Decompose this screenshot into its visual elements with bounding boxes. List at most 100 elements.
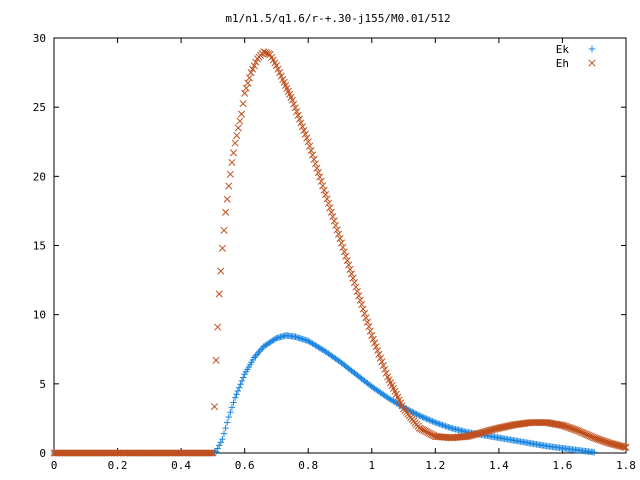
data-point [323, 195, 331, 203]
data-point [600, 437, 608, 445]
legend-label: Eh [556, 57, 569, 70]
data-point [378, 358, 386, 366]
data-point [613, 441, 621, 449]
data-point [612, 441, 620, 449]
data-point [557, 421, 565, 429]
data-point [387, 379, 395, 387]
data-point [236, 117, 244, 125]
data-point [298, 123, 306, 131]
data-point [369, 335, 377, 343]
data-point [324, 199, 332, 207]
data-point [569, 425, 577, 433]
data-point [234, 124, 242, 132]
data-point [366, 327, 374, 335]
data-point [603, 438, 611, 446]
data-point [329, 213, 337, 221]
y-tick-label: 10 [33, 309, 46, 322]
data-point [293, 108, 301, 116]
data-point [589, 433, 597, 441]
data-point [304, 138, 312, 146]
data-point [595, 435, 603, 443]
data-point [558, 421, 566, 429]
data-point [395, 396, 403, 404]
data-point [350, 279, 358, 287]
data-point [272, 62, 280, 70]
data-point [327, 208, 335, 216]
data-point [498, 423, 506, 432]
data-point [580, 429, 588, 437]
data-point [332, 221, 340, 229]
data-point [244, 79, 252, 87]
x-tick-label: 1.6 [553, 459, 573, 472]
data-point [567, 424, 575, 432]
data-point [335, 230, 343, 238]
data-point [353, 287, 361, 295]
data-point [309, 151, 317, 159]
data-point [210, 403, 219, 411]
data-point [264, 50, 273, 58]
data-point [501, 423, 509, 431]
data-point [571, 426, 579, 434]
data-point [291, 104, 299, 112]
data-point [252, 58, 260, 66]
x-tick-label: 0.6 [235, 459, 255, 472]
data-point [462, 432, 470, 441]
data-point [592, 434, 600, 442]
data-point [223, 195, 231, 203]
x-tick-label: 0.4 [171, 459, 191, 472]
data-point [365, 323, 373, 331]
data-point [250, 62, 258, 70]
data-point [220, 226, 228, 234]
data-point [384, 373, 392, 381]
data-point [274, 65, 282, 73]
y-tick-label: 25 [33, 101, 46, 114]
data-point [584, 431, 592, 439]
data-point [222, 208, 230, 216]
data-point [388, 382, 396, 390]
x-tick-label: 1.2 [425, 459, 445, 472]
data-point [352, 283, 360, 291]
data-point [361, 309, 369, 317]
data-point [556, 421, 564, 429]
data-point [288, 96, 296, 104]
data-point [241, 89, 249, 97]
data-point [509, 421, 517, 429]
y-tick-label: 20 [33, 170, 46, 183]
chart-title: m1/n1.5/q1.6/r-+.30-j155/M0.01/512 [225, 12, 450, 25]
data-point [300, 126, 308, 134]
y-tick-label: 5 [39, 378, 46, 391]
data-point [218, 244, 226, 252]
data-point [279, 75, 287, 84]
plot-frame [53, 37, 627, 454]
data-point [376, 354, 384, 362]
data-point [574, 427, 582, 435]
x-tick-label: 0.8 [298, 459, 318, 472]
data-point [382, 369, 390, 377]
data-point [268, 53, 276, 61]
y-tick-label: 30 [33, 32, 46, 45]
data-point [570, 425, 578, 433]
data-point [381, 365, 389, 373]
data-point [398, 402, 406, 410]
data-point [261, 48, 269, 57]
data-point [245, 74, 253, 82]
data-point [294, 111, 302, 119]
data-point [314, 169, 322, 177]
data-point [260, 48, 268, 56]
data-point [280, 78, 288, 87]
data-point [582, 430, 590, 438]
data-point [281, 81, 290, 89]
data-point [277, 72, 285, 80]
y-tick-label: 15 [33, 240, 46, 253]
data-point [271, 59, 279, 67]
data-point [249, 65, 257, 73]
data-point [610, 440, 618, 449]
data-point [317, 177, 325, 185]
x-tick-label: 1.8 [616, 459, 636, 472]
data-point [355, 292, 363, 300]
data-point [615, 442, 623, 450]
legend-marker [588, 59, 596, 67]
data-point [505, 422, 513, 430]
data-point [303, 134, 311, 142]
